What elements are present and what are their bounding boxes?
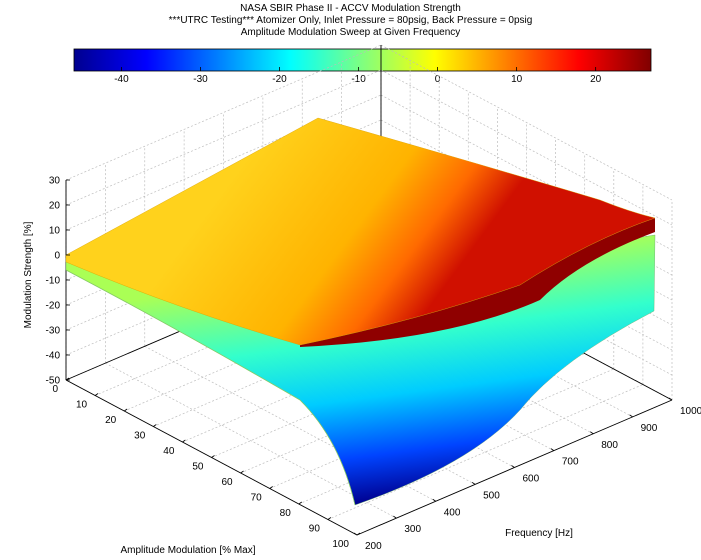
grid-line xyxy=(380,94,673,251)
colorbar-tick-label: -40 xyxy=(114,74,129,85)
chart-subtitle-2: Amplitude Modulation Sweep at Given Freq… xyxy=(240,27,461,38)
x-tick-label: 100 xyxy=(332,539,349,550)
y-tick-label: 800 xyxy=(601,440,618,451)
y-tick-label: 300 xyxy=(404,524,421,535)
chart-title: NASA SBIR Phase II - ACCV Modulation Str… xyxy=(240,3,461,14)
colorbar-tick-label: 20 xyxy=(590,74,602,85)
z-tick-label: 20 xyxy=(49,201,61,212)
x-tick-label: 90 xyxy=(309,524,321,535)
x-tick-label: 70 xyxy=(251,493,263,504)
y-tick-label: 700 xyxy=(562,457,579,468)
z-axis-label: Modulation Strength [%] xyxy=(23,221,34,328)
upper-surface xyxy=(65,117,656,346)
z-tick-label: 0 xyxy=(54,251,60,262)
colorbar-tick-label: 0 xyxy=(435,74,441,85)
y-tick-label: 1000 xyxy=(680,406,701,417)
y-tick-label: 900 xyxy=(641,423,658,434)
y-tick-label: 500 xyxy=(483,490,500,501)
grid-line xyxy=(380,44,673,201)
x-tick-label: 10 xyxy=(76,400,88,411)
z-tick-label: -20 xyxy=(46,301,61,312)
lower-surface-edge xyxy=(65,269,356,506)
x-tick-label: 20 xyxy=(105,415,117,426)
y-tick-label: 200 xyxy=(365,541,382,552)
x-axis-label: Amplitude Modulation [% Max] xyxy=(120,545,255,556)
x-tick-label: 50 xyxy=(192,462,204,473)
colorbar-tick-label: -30 xyxy=(193,74,208,85)
y-tick-label: 600 xyxy=(523,474,540,485)
z-tick-label: 30 xyxy=(49,176,61,187)
chart-subtitle: ***UTRC Testing*** Atomizer Only, Inlet … xyxy=(168,15,533,26)
colorbar-tick-label: -10 xyxy=(351,74,366,85)
x-tick-label: 30 xyxy=(134,431,146,442)
z-tick-label: -40 xyxy=(46,351,61,362)
y-tick-label: 400 xyxy=(444,507,461,518)
grid-line xyxy=(65,44,382,181)
grid-line xyxy=(65,94,382,231)
upper-surface-dark-band xyxy=(300,218,655,347)
grid-line xyxy=(380,69,673,226)
chart-titles: NASA SBIR Phase II - ACCV Modulation Str… xyxy=(0,3,701,39)
z-tick-label: -10 xyxy=(46,276,61,287)
z-tick-label: -30 xyxy=(46,326,61,337)
x-tick-label: 60 xyxy=(221,477,233,488)
colorbar-tick-label: -20 xyxy=(272,74,287,85)
colorbar-tick-label: 10 xyxy=(511,74,523,85)
x-tick-label: 80 xyxy=(280,508,292,519)
grid-line xyxy=(144,345,436,502)
z-tick-label: -50 xyxy=(46,376,61,387)
x-tick-label: 40 xyxy=(163,446,175,457)
y-axis-label: Frequency [Hz] xyxy=(505,528,573,539)
grid-line xyxy=(327,384,644,520)
grid-line xyxy=(65,69,382,206)
grid-line xyxy=(105,362,397,519)
colorbar xyxy=(73,48,652,72)
x-tick-label: 0 xyxy=(52,384,58,395)
z-tick-label: 10 xyxy=(49,226,61,237)
